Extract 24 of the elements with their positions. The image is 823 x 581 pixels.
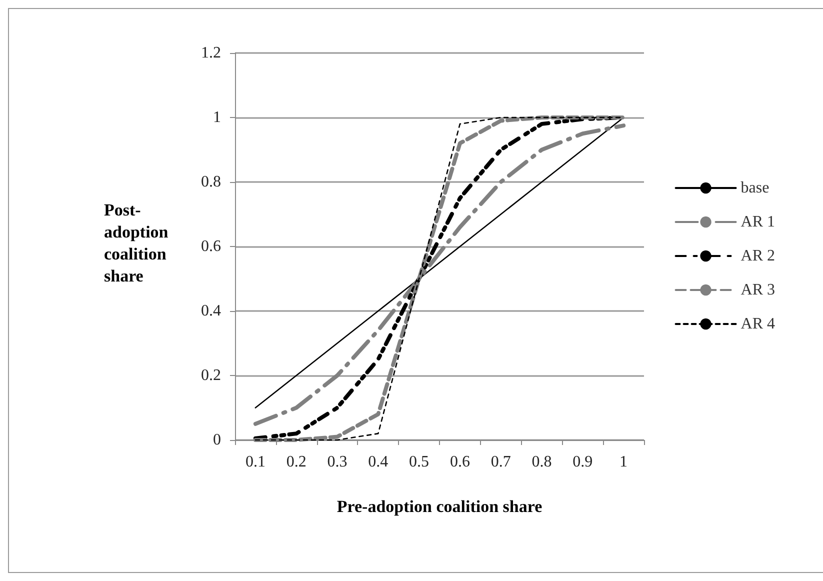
y-tick-label: 0	[213, 432, 221, 448]
y-tick-label: 1	[213, 109, 221, 126]
x-axis-title: Pre-adoption coalition share	[336, 497, 543, 516]
legend-label: AR 4	[740, 316, 776, 332]
x-tick-label: 0.2	[286, 454, 306, 470]
legend-label: AR 2	[740, 248, 776, 264]
x-tick-label: 0.6	[450, 454, 470, 470]
x-tick-label: 0.5	[409, 454, 430, 470]
legend-label: AR 3	[740, 282, 776, 298]
y-tick-label: 0.6	[201, 238, 221, 255]
x-tick-label: 0.8	[532, 454, 552, 470]
y-tick-label: 0.4	[201, 302, 221, 320]
y-axis-title: Post- adoption coalition share	[104, 200, 169, 286]
x-tick-label: 0.1	[245, 454, 266, 470]
legend-label: base	[740, 180, 770, 196]
x-tick-label: 0.3	[327, 454, 348, 470]
y-tick-label: 0.8	[201, 174, 221, 190]
x-tick-label: 0.7	[490, 454, 511, 470]
y-tick-label: 1.2	[201, 44, 221, 62]
x-tick-label: 0.4	[368, 454, 388, 470]
x-tick-label: 0.9	[572, 454, 593, 470]
legend-label: AR 1	[740, 214, 776, 230]
x-tick-label: 1	[620, 454, 628, 470]
y-tick-label: 0.2	[201, 367, 221, 384]
